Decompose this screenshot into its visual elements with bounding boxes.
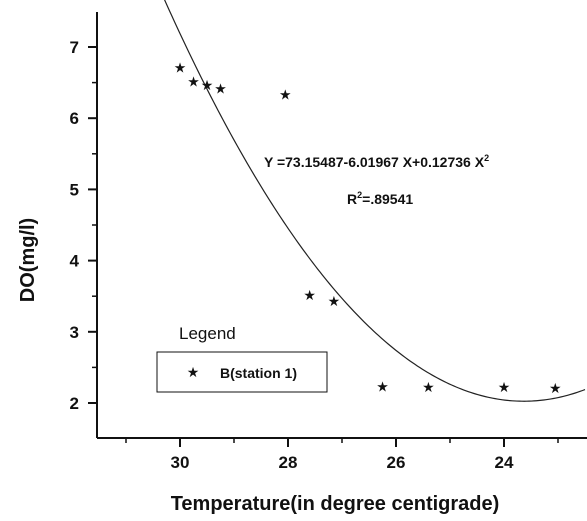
fit-r-squared-prefix: R [347, 191, 357, 207]
data-point-10: ★ [498, 380, 511, 396]
y-tick-label-7: 7 [70, 38, 79, 57]
data-point-2: ★ [187, 75, 200, 91]
y-tick-label-6: 6 [70, 109, 79, 128]
legend-label: B(station 1) [220, 365, 297, 381]
fit-r-squared-exponent: 2 [357, 190, 362, 200]
legend-title: Legend [179, 324, 236, 343]
data-point-8: ★ [376, 379, 389, 395]
fit-equation-exponent: 2 [484, 153, 489, 163]
y-tick-label-2: 2 [70, 394, 79, 413]
data-point-6: ★ [303, 288, 316, 304]
y-tick-label-5: 5 [70, 180, 79, 199]
fit-curve-group [163, 0, 586, 402]
x-tick-label-30: 30 [171, 453, 190, 472]
legend-marker-star: ★ [187, 365, 200, 381]
x-ticks: 30 28 26 24 [125, 438, 559, 472]
axes [96, 12, 587, 439]
data-point-7: ★ [328, 294, 341, 310]
data-point-9: ★ [422, 380, 435, 396]
fit-r-squared: R2=.89541 [347, 190, 413, 207]
data-point-3: ★ [201, 78, 214, 94]
x-tick-label-28: 28 [279, 453, 298, 472]
y-ticks: 2 3 4 5 6 7 [70, 38, 97, 413]
x-axis-title: Temperature(in degree centigrade) [171, 493, 500, 515]
data-point-1: ★ [174, 60, 187, 76]
y-axis-title: DO(mg/l) [17, 218, 39, 302]
data-point-11: ★ [549, 381, 562, 397]
x-tick-label-24: 24 [495, 453, 514, 472]
fit-equation-main: Y =73.15487-6.01967 X+0.12736 X [264, 154, 485, 170]
y-tick-label-3: 3 [70, 323, 79, 342]
data-point-5: ★ [279, 87, 292, 103]
y-tick-label-4: 4 [70, 252, 80, 271]
data-point-4: ★ [214, 82, 227, 98]
data-points: ★★ ★ ★ ★★ ★★ ★ ★ ★ [174, 60, 562, 396]
fit-curve [163, 0, 586, 402]
x-tick-label-26: 26 [387, 453, 406, 472]
legend-box [156, 351, 328, 393]
legend: Legend ★ B(station 1) [156, 324, 328, 393]
fit-r-squared-value: =.89541 [362, 191, 413, 207]
fit-equation: Y =73.15487-6.01967 X+0.12736 X2 [264, 153, 489, 170]
